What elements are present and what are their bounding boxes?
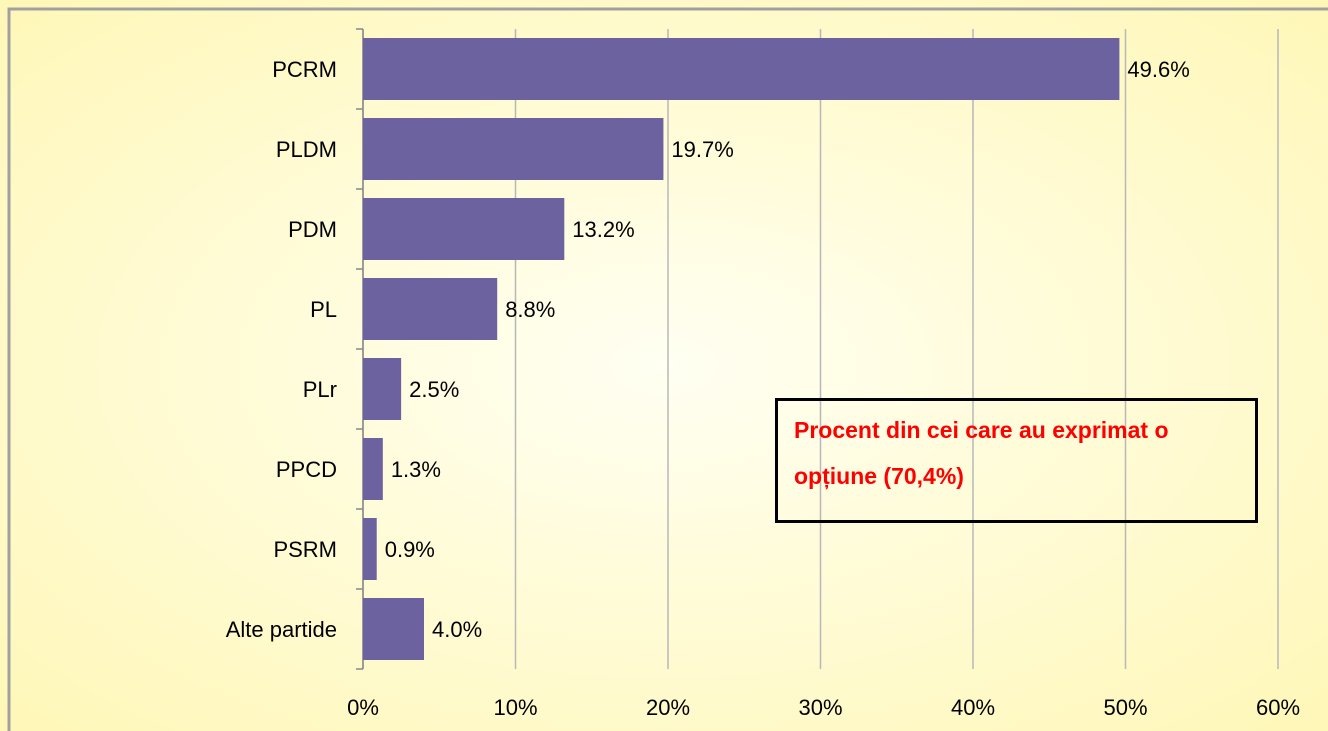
x-tick-label: 20% — [646, 695, 690, 720]
y-tick-label: Alte partide — [226, 617, 337, 642]
y-tick-label: PDM — [288, 217, 337, 242]
y-tick-label: PLr — [303, 377, 337, 402]
bar — [363, 198, 565, 260]
bar — [363, 278, 498, 340]
value-label: 1.3% — [391, 457, 441, 482]
x-tick-label: 0% — [347, 695, 379, 720]
frame — [7, 7, 1328, 731]
y-tick-label: PLDM — [276, 137, 337, 162]
bar — [363, 358, 402, 420]
x-tick-label: 60% — [1256, 695, 1300, 720]
y-tick-label: PPCD — [276, 457, 337, 482]
bar — [363, 118, 664, 180]
value-label: 0.9% — [385, 537, 435, 562]
value-label: 49.6% — [1127, 57, 1189, 82]
value-label: 4.0% — [432, 617, 482, 642]
annotation: Procent din cei care au exprimat o opțiu… — [775, 398, 1258, 523]
value-label: 19.7% — [671, 137, 733, 162]
bar — [363, 38, 1120, 100]
value-label: 2.5% — [409, 377, 459, 402]
y-tick-label: PCRM — [272, 57, 337, 82]
x-tick-label: 50% — [1103, 695, 1147, 720]
y-tick-label: PSRM — [273, 537, 337, 562]
y-tick-label: PL — [310, 297, 337, 322]
bar — [363, 438, 383, 500]
value-label: 8.8% — [505, 297, 555, 322]
x-tick-label: 30% — [798, 695, 842, 720]
x-tick-label: 40% — [951, 695, 995, 720]
x-tick-label: 10% — [493, 695, 537, 720]
bar — [363, 598, 424, 660]
bar — [363, 518, 377, 580]
value-label: 13.2% — [572, 217, 634, 242]
